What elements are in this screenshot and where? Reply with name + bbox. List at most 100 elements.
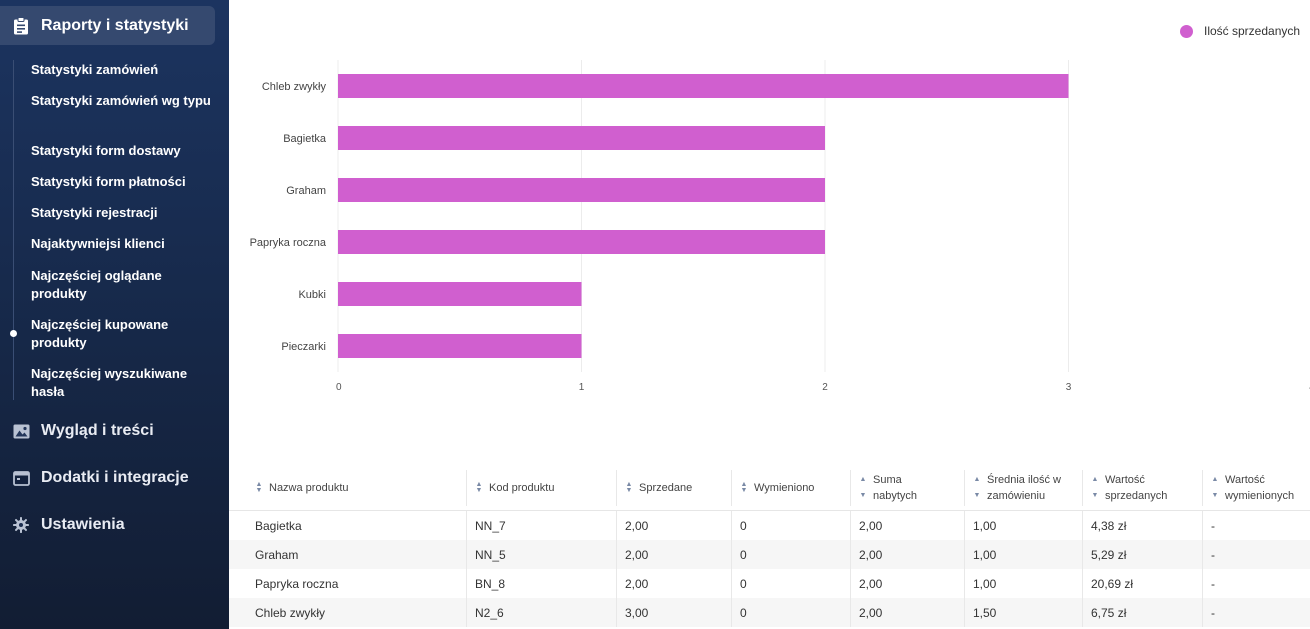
submenu-delivery-stats[interactable]: Statystyki form dostawy (31, 143, 181, 158)
sort-asc-icon: ▲ (1211, 476, 1219, 483)
sort-desc-icon: ▼ (859, 492, 867, 499)
column-header-label: wymienionych (1225, 490, 1295, 502)
submenu-order-stats-by-type[interactable]: Statystyki zamówień wg typu (31, 93, 211, 108)
cell-product-code: N2_6 (467, 598, 617, 627)
cell-avg-qty-per-order: 1,00 (965, 511, 1083, 540)
bar[interactable] (338, 178, 825, 202)
cell-product-code: BN_8 (467, 569, 617, 598)
sidebar-item-settings[interactable]: Ustawienia (0, 510, 229, 540)
column-header-sold-value[interactable]: ▲ Wartość ▼ sprzedanych (1083, 470, 1203, 506)
x-tick-label: 2 (822, 382, 828, 393)
cell-exchanged: 0 (732, 569, 851, 598)
column-header-avg-qty-per-order[interactable]: ▲ Średnia ilość w ▼ zamówieniu (965, 470, 1083, 506)
submenu-order-stats[interactable]: Statystyki zamówień (31, 62, 159, 77)
cell-avg-qty-per-order: 1,00 (965, 540, 1083, 569)
column-header-label: Kod produktu (489, 482, 555, 494)
cell-exchanged-value: - (1211, 518, 1215, 533)
column-header-label: Średnia ilość w (987, 474, 1061, 486)
y-category-label: Bagietka (283, 133, 327, 145)
x-tick-label: 0 (336, 382, 342, 393)
cell-total-acquired: 2,00 (851, 598, 965, 627)
table-header: ▲ ▼ Nazwa produktu ▲ ▼ Kod produktu ▲ ▼ Sprzedan… (229, 462, 1310, 511)
submenu-payment-stats[interactable]: Statystyki form płatności (31, 174, 186, 189)
cell-total-acquired: 2,00 (851, 540, 965, 569)
bar-chart: Ilość sprzedanych 01234Chleb zwykłyBagie… (229, 0, 1310, 440)
table-row[interactable]: Papryka roczna BN_8 2,00 0 2,00 1,00 20,69 zł - (229, 569, 1310, 598)
column-header-product-name[interactable]: ▲ ▼ Nazwa produktu (247, 470, 467, 506)
bar[interactable] (338, 334, 582, 358)
cell-sold-value: 5,29 zł (1083, 540, 1203, 569)
cell-sold: 2,00 (617, 569, 732, 598)
column-header-label: Wartość (1225, 474, 1265, 486)
y-category-label: Pieczarki (281, 341, 326, 353)
x-tick-label: 3 (1066, 382, 1072, 393)
cell-exchanged-value: - (1211, 605, 1215, 620)
products-table: ▲ ▼ Nazwa produktu ▲ ▼ Kod produktu ▲ ▼ Sprzedan… (229, 462, 1310, 627)
cell-sold: 3,00 (617, 598, 732, 627)
cell-avg-qty-per-order: 1,00 (965, 569, 1083, 598)
table-row[interactable]: Chleb zwykły N2_6 3,00 0 2,00 1,50 6,75 zł - (229, 598, 1310, 627)
cell-total-acquired: 2,00 (851, 511, 965, 540)
table-row[interactable]: Bagietka NN_7 2,00 0 2,00 1,00 4,38 zł - (229, 511, 1310, 540)
column-header-exchanged[interactable]: ▲ ▼ Wymieniono (732, 470, 851, 506)
submenu-line (13, 60, 14, 400)
legend-label: Ilość sprzedanych (1204, 24, 1301, 38)
bar[interactable] (338, 74, 1069, 98)
sidebar-item-appearance[interactable]: Wygląd i treści (0, 416, 229, 446)
bar[interactable] (338, 126, 825, 150)
sidebar: Raporty i statystyki Statystyki zamówień… (0, 0, 229, 629)
y-category-label: Kubki (298, 289, 326, 301)
x-tick-label: 1 (579, 382, 585, 393)
submenu-most-viewed-products[interactable]: Najczęściej oglądane produkty (31, 268, 162, 301)
chart-legend[interactable]: Ilość sprzedanych (1180, 24, 1300, 38)
submenu-most-active-clients[interactable]: Najaktywniejsi klienci (31, 236, 165, 251)
column-header-total-acquired[interactable]: ▲ Suma ▼ nabytych (851, 470, 965, 506)
column-header-label: sprzedanych (1105, 490, 1168, 502)
cell-product-name: Chleb zwykły (247, 598, 467, 627)
cell-exchanged-value: - (1211, 547, 1215, 562)
column-header-exchanged-value[interactable]: ▲ Wartość ▼ wymienionych (1203, 470, 1310, 506)
cell-exchanged-value: - (1211, 576, 1215, 591)
column-header-label: Sprzedane (639, 482, 693, 494)
column-header-label: Wartość (1105, 474, 1145, 486)
sort-asc-icon: ▲ (973, 476, 981, 483)
sort-asc-icon: ▲ (859, 476, 867, 483)
table-body: Bagietka NN_7 2,00 0 2,00 1,00 4,38 zł - Graham N… (229, 511, 1310, 627)
table-row[interactable]: Graham NN_5 2,00 0 2,00 1,00 5,29 zł - (229, 540, 1310, 569)
sidebar-item-reports[interactable]: Raporty i statystyki (0, 6, 215, 45)
bar[interactable] (338, 282, 582, 306)
cell-exchanged: 0 (732, 598, 851, 627)
sort-asc-icon: ▲ (1091, 476, 1099, 483)
gear-icon (12, 516, 30, 534)
cell-sold: 2,00 (617, 540, 732, 569)
cell-sold: 2,00 (617, 511, 732, 540)
sort-desc-icon: ▼ (1091, 492, 1099, 499)
sort-desc-icon: ▼ (1211, 492, 1219, 499)
column-header-sold[interactable]: ▲ ▼ Sprzedane (617, 470, 732, 506)
submenu-registration-stats[interactable]: Statystyki rejestracji (31, 205, 158, 220)
cell-product-code: NN_7 (467, 511, 617, 540)
y-category-label: Chleb zwykły (262, 81, 327, 93)
column-header-label: Suma (873, 474, 902, 486)
active-bullet (10, 330, 17, 337)
cell-product-name: Bagietka (247, 511, 467, 540)
sort-icon: ▲ ▼ (740, 481, 748, 494)
sidebar-item-addons[interactable]: Dodatki i integracje (0, 463, 229, 493)
legend-swatch (1180, 24, 1193, 38)
sort-icon: ▲ ▼ (255, 481, 263, 494)
cell-avg-qty-per-order: 1,50 (965, 598, 1083, 627)
cell-exchanged: 0 (732, 540, 851, 569)
sidebar-item-label: Raporty i statystyki (41, 16, 189, 34)
sort-icon: ▲ ▼ (475, 481, 483, 494)
sidebar-item-label: Dodatki i integracje (41, 469, 189, 486)
column-header-label: zamówieniu (987, 490, 1046, 502)
column-header-product-code[interactable]: ▲ ▼ Kod produktu (467, 470, 617, 506)
bar[interactable] (338, 230, 825, 254)
submenu-most-bought-products[interactable]: Najczęściej kupowane produkty (31, 317, 169, 350)
cell-total-acquired: 2,00 (851, 569, 965, 598)
y-category-label: Papryka roczna (250, 237, 327, 249)
cell-sold-value: 6,75 zł (1083, 598, 1203, 627)
submenu-most-searched-phrases[interactable]: Najczęściej wyszukiwane hasła (31, 366, 188, 399)
clipboard-icon (12, 16, 30, 35)
